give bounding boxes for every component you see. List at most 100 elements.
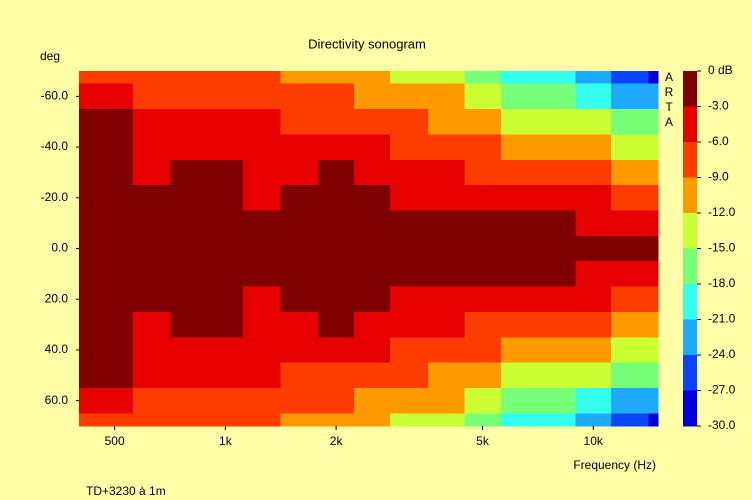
cell [427, 71, 466, 85]
watermark-letter: A [665, 115, 673, 129]
cell [575, 159, 612, 186]
cell [207, 83, 244, 110]
cell [79, 185, 98, 212]
y-axis-label: deg [40, 49, 60, 63]
cell [243, 413, 282, 427]
footer-text: TD+3230 à 1m [86, 484, 166, 498]
cell [353, 83, 391, 110]
cell [79, 387, 98, 414]
cell [96, 362, 134, 389]
colorbar-swatch [683, 177, 697, 214]
cell [611, 109, 650, 135]
y-tick-label: 0.0 [51, 241, 68, 255]
cell [318, 185, 355, 212]
cell [79, 413, 98, 427]
cell [390, 261, 429, 288]
cell [353, 311, 391, 338]
cell [79, 159, 98, 186]
cell [243, 210, 282, 237]
cell [575, 387, 612, 414]
cell [538, 362, 577, 389]
cell [575, 413, 612, 427]
cell [133, 71, 172, 85]
cell [207, 387, 244, 414]
cell [243, 387, 282, 414]
colorbar-tick-label: -27.0 [708, 383, 736, 397]
colorbar-tick-label: -6.0 [708, 134, 729, 148]
chart-title: Directivity sonogram [308, 36, 426, 51]
cell [538, 134, 577, 161]
cell [575, 261, 612, 288]
colorbar-tick-label: -21.0 [708, 312, 736, 326]
cell [318, 109, 355, 135]
cell [648, 210, 659, 237]
cell [427, 311, 466, 338]
cell [538, 311, 577, 338]
cell [427, 185, 466, 212]
cell [96, 134, 134, 161]
cell [96, 413, 134, 427]
cell [318, 337, 355, 364]
cell [500, 71, 540, 85]
cell [133, 413, 172, 427]
cell [207, 235, 244, 262]
cell [575, 210, 612, 237]
cell [538, 337, 577, 364]
cell [648, 311, 659, 338]
cell [500, 337, 540, 364]
cell [464, 387, 502, 414]
cell [79, 235, 98, 262]
x-axis-label: Frequency (Hz) [573, 458, 656, 472]
x-tick-label: 5k [476, 434, 490, 448]
cell [170, 235, 209, 262]
cell [611, 235, 650, 262]
cell [648, 71, 659, 85]
watermark-letter: A [665, 70, 673, 84]
cell [243, 261, 282, 288]
cell [318, 413, 355, 427]
cell [243, 109, 282, 135]
cell [390, 311, 429, 338]
cell [538, 159, 577, 186]
cell [575, 235, 612, 262]
cell [96, 83, 134, 110]
y-tick-label: -20.0 [41, 190, 69, 204]
cell [280, 185, 319, 212]
cell [611, 185, 650, 212]
cell [648, 337, 659, 364]
cell [96, 387, 134, 414]
cell [538, 235, 577, 262]
cell [170, 210, 209, 237]
cell [207, 362, 244, 389]
cell [96, 235, 134, 262]
cell [464, 286, 502, 313]
cell [170, 387, 209, 414]
cell [390, 185, 429, 212]
colorbar-tick-label: -9.0 [708, 170, 729, 184]
cell [648, 413, 659, 427]
x-tick-label: 10k [584, 434, 604, 448]
cell [575, 109, 612, 135]
cell [280, 210, 319, 237]
cell [207, 185, 244, 212]
cell [280, 337, 319, 364]
cell [611, 134, 650, 161]
cell [133, 362, 172, 389]
y-tick-label: 20.0 [45, 291, 69, 305]
cell [133, 261, 172, 288]
cell [318, 261, 355, 288]
cell [280, 286, 319, 313]
cell [207, 71, 244, 85]
cell [390, 210, 429, 237]
cell [207, 159, 244, 186]
colorbar-swatch [683, 248, 697, 285]
cell [280, 261, 319, 288]
cell [243, 337, 282, 364]
cell [170, 185, 209, 212]
cell [353, 134, 391, 161]
cell [243, 311, 282, 338]
cell [280, 311, 319, 338]
cell [538, 387, 577, 414]
cell [648, 185, 659, 212]
cell [318, 311, 355, 338]
